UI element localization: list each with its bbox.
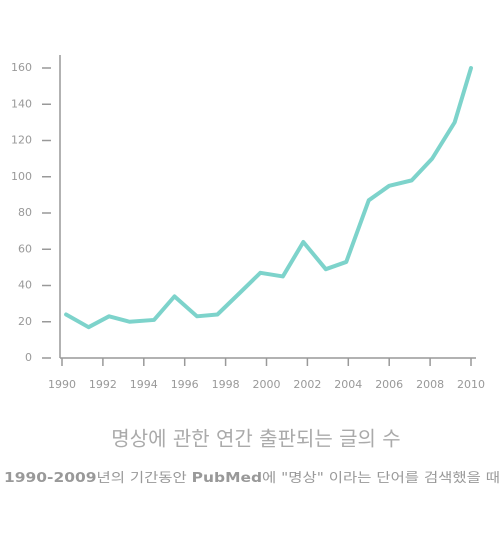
x-tick-label: 1994 bbox=[130, 378, 158, 391]
x-tick-label: 2008 bbox=[416, 378, 444, 391]
x-tick-label: 1992 bbox=[89, 378, 117, 391]
x-tick-label: 2000 bbox=[253, 378, 281, 391]
subtitle-part: 년의 기간동안 bbox=[96, 471, 191, 486]
chart-subtitle: 1990-2009 년의 기간동안 PubMed 에 "명상" 이라는 단어를 검색… bbox=[4, 470, 500, 486]
x-tick-label: 1998 bbox=[212, 378, 240, 391]
y-tick-label: 80 bbox=[18, 206, 32, 219]
y-tick-label: 0 bbox=[25, 351, 32, 364]
subtitle-part: PubMed bbox=[192, 471, 262, 486]
y-tick-label: 100 bbox=[11, 170, 32, 183]
chart-title: 명상에 관한 연간 출판되는 글의 수 bbox=[111, 427, 400, 451]
y-tick-label: 40 bbox=[18, 279, 32, 292]
y-tick-label: 140 bbox=[11, 97, 32, 110]
x-tick-label: 2010 bbox=[457, 378, 485, 391]
y-tick-label: 60 bbox=[18, 242, 32, 255]
x-tick-label: 2006 bbox=[375, 378, 403, 391]
x-tick-label: 1990 bbox=[48, 378, 76, 391]
y-tick-label: 120 bbox=[11, 134, 32, 147]
x-tick-label: 2004 bbox=[334, 378, 362, 391]
subtitle-part: 1990-2009 bbox=[4, 471, 96, 486]
y-tick-label: 20 bbox=[18, 315, 32, 328]
subtitle-part: 에 "명상" 이라는 단어를 검색했을 때 bbox=[262, 470, 500, 486]
data-line bbox=[64, 66, 473, 330]
y-tick-label: 160 bbox=[11, 61, 32, 74]
x-tick-label: 2002 bbox=[293, 378, 321, 391]
x-tick-label: 1996 bbox=[171, 378, 199, 391]
